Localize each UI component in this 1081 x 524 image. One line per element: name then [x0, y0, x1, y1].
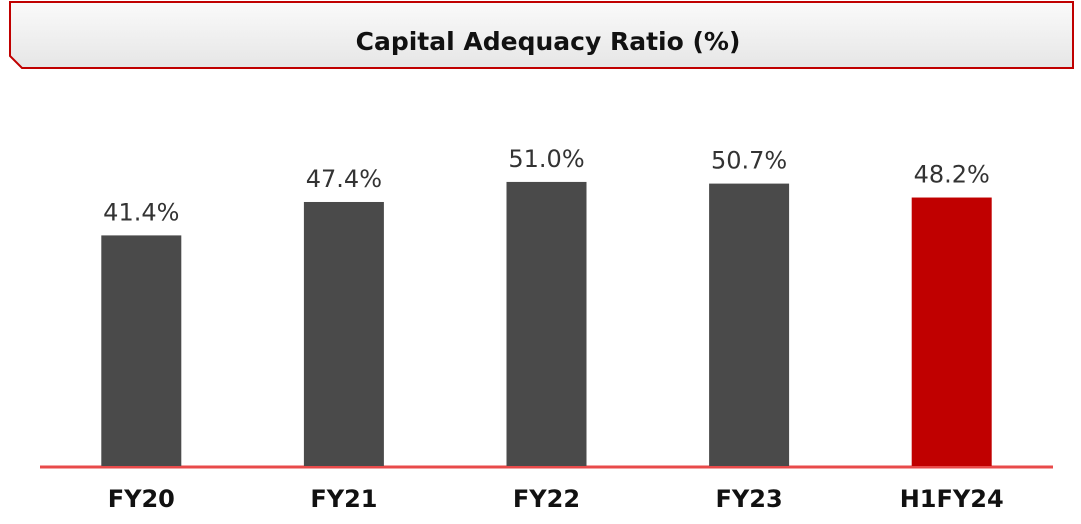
bar: [506, 181, 587, 466]
x-tick-label: FY21: [310, 485, 377, 513]
chart-title: Capital Adequacy Ratio (%): [356, 27, 741, 56]
bar: [911, 197, 992, 466]
bar: [303, 201, 384, 466]
x-tick-label: FY23: [716, 485, 783, 513]
bar: [101, 235, 182, 466]
x-tick-label: FY20: [108, 485, 175, 513]
value-label: 51.0%: [508, 145, 584, 173]
bar: [709, 183, 790, 466]
value-label: 48.2%: [914, 161, 990, 189]
value-label: 47.4%: [306, 165, 382, 193]
value-label: 50.7%: [711, 147, 787, 175]
value-label: 41.4%: [103, 198, 179, 226]
x-tick-label: H1FY24: [900, 485, 1004, 513]
title-box: [9, 1, 1074, 69]
x-tick-label: FY22: [513, 485, 580, 513]
